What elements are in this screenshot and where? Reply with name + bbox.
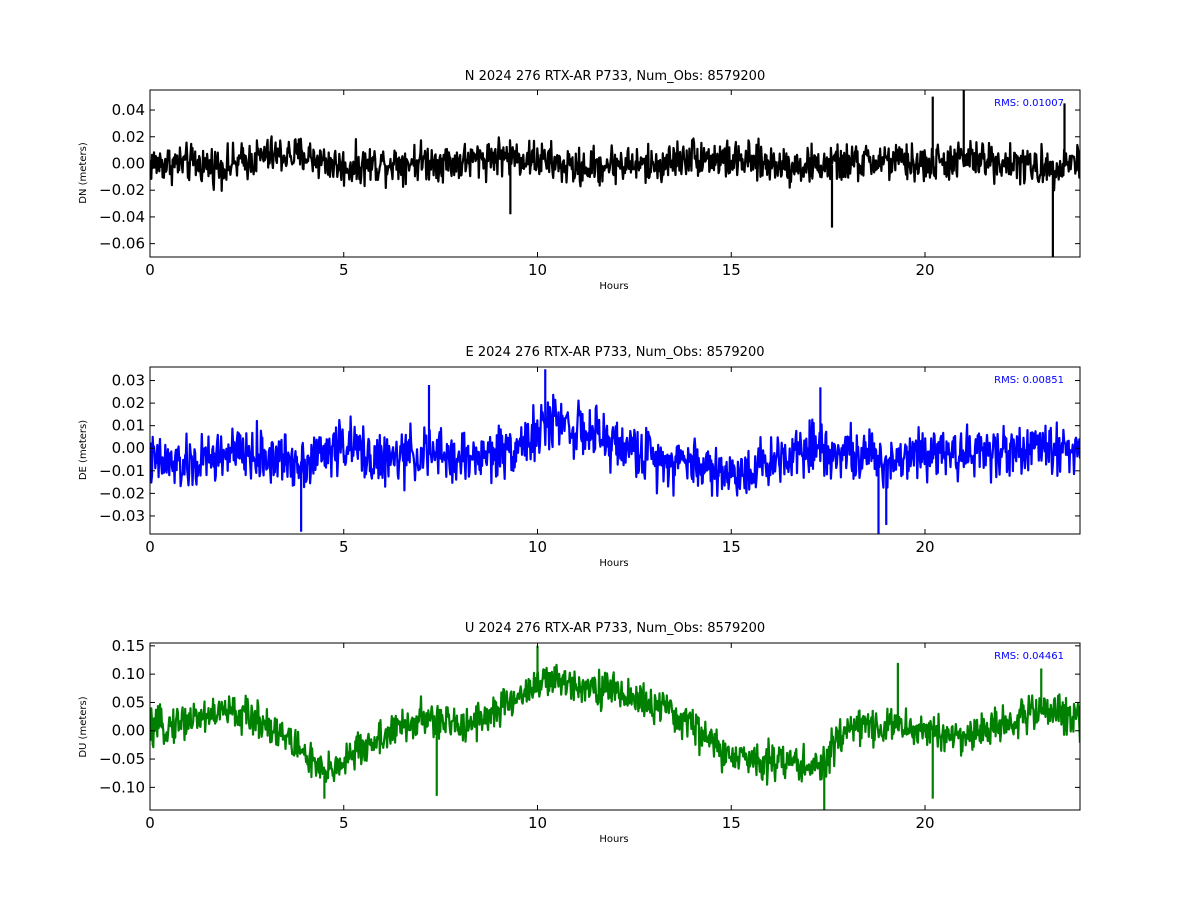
panel-east: E 2024 276 RTX-AR P733, Num_Obs: 8579200… [78, 345, 1081, 569]
x-axis-label: Hours [599, 558, 628, 569]
y-tick-label: 0.15 [112, 637, 145, 655]
rms-annotation: RMS: 0.01007 [994, 98, 1064, 109]
x-tick-label: 10 [528, 538, 547, 556]
x-tick-label: 5 [339, 814, 349, 832]
y-tick-label: 0.02 [112, 128, 145, 146]
y-tick-label: 0.00 [112, 722, 145, 740]
x-tick-label: 20 [915, 261, 934, 279]
panel-title: N 2024 276 RTX-AR P733, Num_Obs: 8579200 [465, 69, 765, 84]
x-tick-label: 20 [915, 538, 934, 556]
rms-annotation: RMS: 0.04461 [994, 651, 1064, 662]
x-tick-label: 15 [722, 538, 741, 556]
series-line [150, 393, 1080, 497]
panel-title: E 2024 276 RTX-AR P733, Num_Obs: 8579200 [466, 345, 765, 360]
y-tick-label: −0.06 [99, 235, 145, 253]
x-tick-label: 20 [915, 814, 934, 832]
panel-north: N 2024 276 RTX-AR P733, Num_Obs: 8579200… [78, 69, 1081, 292]
x-tick-label: 5 [339, 538, 349, 556]
y-tick-label: −0.02 [99, 484, 145, 502]
y-tick-label: −0.10 [99, 778, 145, 796]
y-tick-label: 0.01 [112, 417, 145, 435]
y-tick-label: 0.02 [112, 394, 145, 412]
x-tick-label: 10 [528, 261, 547, 279]
x-tick-label: 10 [528, 814, 547, 832]
y-tick-label: 0.03 [112, 372, 145, 390]
x-tick-label: 0 [145, 814, 155, 832]
x-tick-label: 0 [145, 261, 155, 279]
y-tick-label: −0.04 [99, 208, 145, 226]
x-tick-label: 15 [722, 814, 741, 832]
panel-up: U 2024 276 RTX-AR P733, Num_Obs: 8579200… [78, 621, 1081, 845]
x-tick-label: 15 [722, 261, 741, 279]
panel-title: U 2024 276 RTX-AR P733, Num_Obs: 8579200 [465, 621, 765, 636]
rms-annotation: RMS: 0.00851 [994, 375, 1064, 386]
y-tick-label: −0.03 [99, 507, 145, 525]
y-tick-label: −0.02 [99, 181, 145, 199]
series-line [150, 663, 1080, 786]
plot-frame [149, 89, 1081, 258]
y-tick-label: −0.01 [99, 462, 145, 480]
y-tick-label: 0.00 [112, 439, 145, 457]
y-tick-label: 0.10 [112, 665, 145, 683]
y-tick-label: −0.05 [99, 750, 145, 768]
plot-frame [149, 642, 1081, 811]
series-line [150, 135, 1080, 192]
y-tick-label: 0.04 [112, 101, 145, 119]
plot-frame [149, 366, 1081, 535]
x-tick-label: 0 [145, 538, 155, 556]
y-axis-label: DU (meters) [78, 696, 89, 757]
y-tick-label: 0.00 [112, 154, 145, 172]
y-axis-label: DE (meters) [78, 420, 89, 480]
x-tick-label: 5 [339, 261, 349, 279]
x-axis-label: Hours [599, 834, 628, 845]
y-axis-label: DN (meters) [78, 142, 89, 204]
y-tick-label: 0.05 [112, 693, 145, 711]
x-axis-label: Hours [599, 281, 628, 292]
